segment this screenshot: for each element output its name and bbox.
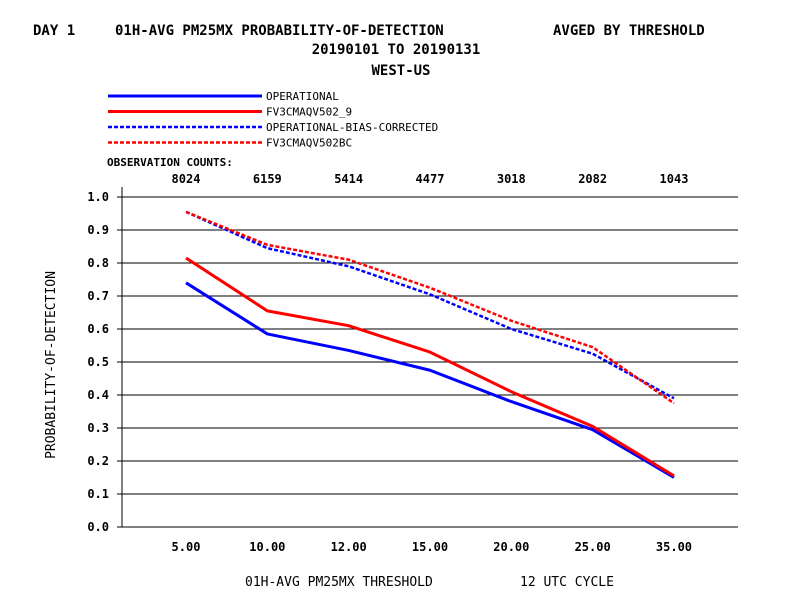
legend-label: OPERATIONAL-BIAS-CORRECTED — [266, 121, 438, 134]
observation-count: 4477 — [416, 172, 445, 186]
observation-counts: 8024 6159 5414 4477 3018 2082 1043 — [172, 172, 689, 186]
observation-count: 1043 — [660, 172, 689, 186]
y-tick-label: 0.0 — [87, 520, 109, 534]
y-tick-label: 0.1 — [87, 487, 109, 501]
x-tick-label: 25.00 — [575, 540, 611, 554]
x-axis-label: 01H-AVG PM25MX THRESHOLD — [245, 575, 433, 590]
series-line-3 — [185, 210, 675, 400]
observation-count: 8024 — [172, 172, 201, 186]
x-tick-label: 20.00 — [493, 540, 529, 554]
y-tick-label: 0.8 — [87, 256, 109, 270]
y-tick-label: 0.9 — [87, 223, 109, 237]
y-tick-label: 0.5 — [87, 355, 109, 369]
y-tick-label: 0.4 — [87, 388, 109, 402]
observation-count: 2082 — [578, 172, 607, 186]
date-range: 20190101 TO 20190131 — [312, 42, 481, 58]
y-axis-label: PROBABILITY-OF-DETECTION — [44, 271, 59, 459]
observation-count: 5414 — [334, 172, 363, 186]
grid — [117, 196, 738, 528]
axes — [121, 187, 738, 528]
legend-label: FV3CMAQV502_9 — [266, 106, 352, 119]
x-tick-labels: 5.00 10.00 12.00 15.00 20.00 25.00 35.00 — [172, 540, 692, 554]
x-tick-label: 10.00 — [249, 540, 285, 554]
series-line-1 — [185, 281, 675, 479]
y-tick-label: 0.3 — [87, 421, 109, 435]
y-tick-labels: 0.0 0.1 0.2 0.3 0.4 0.5 0.6 0.7 0.8 0.9 1.0 — [87, 190, 109, 534]
cycle-label: 12 UTC CYCLE — [520, 575, 614, 590]
chart-title: 01H-AVG PM25MX PROBABILITY-OF-DETECTION — [115, 23, 444, 39]
legend-label: FV3CMAQV502BC — [266, 137, 352, 150]
series-line-4 — [185, 210, 675, 405]
y-tick-label: 1.0 — [87, 190, 109, 204]
x-tick-label: 12.00 — [331, 540, 367, 554]
legend: OPERATIONAL FV3CMAQV502_9 OPERATIONAL-BIAS… — [108, 90, 438, 150]
x-tick-label: 35.00 — [656, 540, 692, 554]
observation-counts-label: OBSERVATION COUNTS: — [107, 156, 233, 169]
y-tick-label: 0.6 — [87, 322, 109, 336]
y-tick-label: 0.7 — [87, 289, 109, 303]
series-lines — [185, 210, 675, 479]
region-label: WEST-US — [371, 63, 430, 79]
x-tick-label: 5.00 — [172, 540, 201, 554]
observation-count: 6159 — [253, 172, 282, 186]
series-line-2 — [185, 256, 675, 478]
y-tick-label: 0.2 — [87, 454, 109, 468]
day-label: DAY 1 — [33, 23, 75, 39]
observation-count: 3018 — [497, 172, 526, 186]
x-tick-label: 15.00 — [412, 540, 448, 554]
avg-label: AVGED BY THRESHOLD — [553, 23, 705, 39]
legend-label: OPERATIONAL — [266, 90, 339, 103]
